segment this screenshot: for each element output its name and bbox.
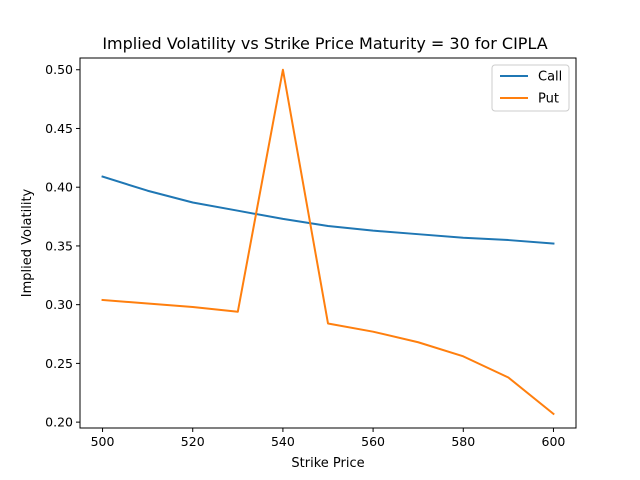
y-axis-label: Implied Volatility [20,188,35,297]
x-tick-label: 600 [542,434,566,449]
x-tick-label: 580 [451,434,475,449]
x-axis-label: Strike Price [291,456,364,471]
y-tick-label: 0.45 [45,121,73,136]
series-line-put [101,68,555,416]
plot-area [80,58,576,428]
x-tick-label: 540 [271,434,295,449]
chart-title: Implied Volatility vs Strike Price Matur… [102,34,547,53]
y-tick-label: 0.35 [45,238,73,253]
x-tick-label: 500 [91,434,115,449]
x-axis-ticks: 500 520 540 560 580 600 [91,428,566,449]
x-tick-label: 520 [181,434,205,449]
x-tick-label: 560 [361,434,385,449]
y-tick-label: 0.30 [45,297,73,312]
plot-frame [79,57,577,429]
y-tick-label: 0.40 [45,180,73,195]
y-tick-label: 0.20 [45,415,73,430]
series-line-call [101,175,555,245]
y-tick-label: 0.25 [45,356,73,371]
legend-put-label: Put [538,92,559,107]
legend-call-label: Call [538,70,562,85]
series-lines [101,68,555,416]
y-axis-ticks: 0.20 0.25 0.30 0.35 0.40 0.45 0.50 [45,62,80,430]
y-tick-label: 0.50 [45,62,73,77]
legend: Call Put [491,64,570,112]
